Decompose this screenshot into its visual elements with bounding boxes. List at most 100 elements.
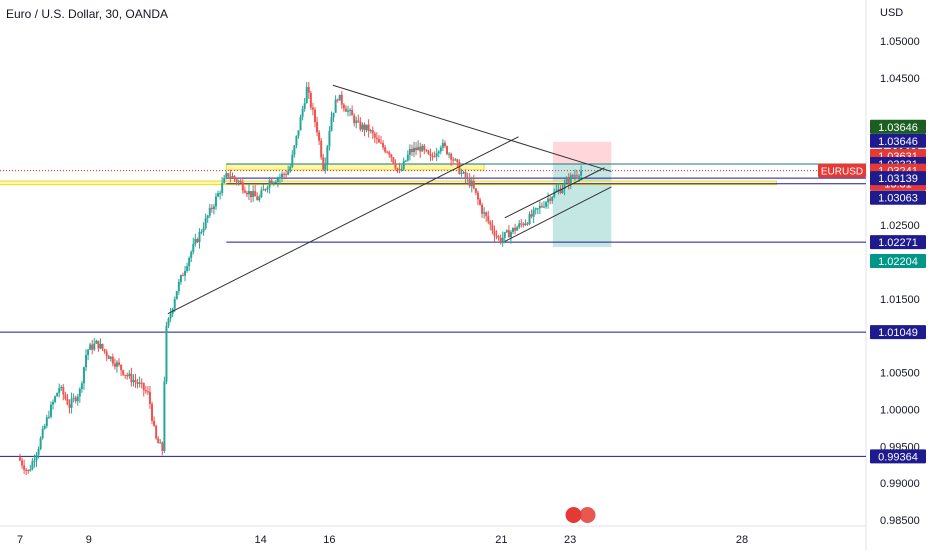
candle-body — [41, 428, 44, 439]
candle-body — [109, 356, 112, 359]
economic-event-flag-icon — [579, 507, 596, 523]
candle-body — [318, 132, 321, 141]
candle-body — [353, 115, 356, 124]
candle-body — [173, 299, 176, 309]
candle-body — [487, 216, 490, 222]
candle-body — [476, 192, 479, 200]
price-label-box — [870, 235, 926, 250]
candle-body — [146, 391, 149, 393]
candle-body — [377, 139, 380, 143]
candle-body — [19, 457, 21, 461]
candle-body — [448, 153, 451, 155]
candle-body — [262, 189, 265, 191]
candle-body — [394, 163, 397, 169]
candle-body — [93, 343, 96, 350]
economic-event-flag-icon — [565, 507, 582, 523]
y-tick-label: 1.00000 — [880, 404, 920, 416]
trendline — [504, 186, 612, 242]
candle-body — [303, 103, 306, 109]
candle-body — [274, 181, 277, 183]
candle-body — [441, 142, 444, 148]
candle-body — [456, 159, 459, 163]
candle-body — [305, 87, 308, 104]
candle-body — [419, 146, 422, 152]
candle-body — [371, 130, 374, 134]
trendline — [167, 136, 519, 315]
candle-body — [507, 230, 510, 238]
candle-body — [256, 196, 259, 201]
candle-body — [293, 145, 296, 155]
candle-body — [313, 109, 316, 123]
candle-body — [208, 207, 211, 216]
candle-body — [573, 175, 576, 177]
candle-body — [466, 177, 469, 179]
symbol-tag-label: EURUSD — [821, 167, 863, 178]
y-tick-label: 1.00500 — [880, 368, 920, 380]
candle-body — [359, 121, 362, 130]
candle-body — [415, 147, 418, 151]
y-tick-label: 0.98500 — [880, 515, 920, 527]
candle-body — [338, 94, 341, 101]
candle-body — [538, 205, 541, 209]
candle-body — [200, 231, 203, 233]
candle-body — [258, 197, 261, 201]
stop-loss-zone — [552, 141, 612, 165]
candle-body — [512, 227, 515, 232]
candle-body — [421, 145, 424, 152]
candle-body — [192, 243, 195, 252]
candle-body — [382, 143, 385, 148]
candle-body — [175, 291, 178, 300]
trendline — [504, 167, 605, 219]
candle-body — [25, 469, 28, 471]
price-label: 1.03646 — [878, 136, 918, 148]
candle-body — [417, 146, 420, 151]
candle-body — [76, 396, 79, 402]
price-label: 0.99364 — [878, 451, 918, 463]
candle-body — [287, 171, 290, 175]
candle-body — [250, 191, 253, 197]
candle-body — [433, 156, 436, 158]
price-label: 1.03139 — [878, 173, 918, 185]
candle-body — [320, 140, 323, 158]
candle-body — [130, 373, 133, 383]
candle-body — [326, 146, 329, 165]
candle-body — [402, 161, 405, 170]
candle-body — [233, 176, 236, 179]
candle-body — [542, 206, 545, 208]
candle-body — [64, 394, 67, 399]
candle-body — [503, 232, 506, 238]
candle-body — [153, 420, 156, 426]
candle-body — [499, 237, 502, 242]
candle-body — [340, 94, 343, 105]
candle-body — [404, 160, 407, 162]
candle-body — [334, 99, 337, 113]
candle-body — [243, 190, 246, 193]
y-tick-label: 1.02500 — [880, 220, 920, 232]
candle-body — [483, 212, 486, 214]
candle-body — [54, 396, 57, 402]
candle-body — [398, 169, 401, 171]
candle-body — [49, 404, 52, 417]
candle-body — [547, 198, 550, 203]
candle-body — [184, 270, 187, 276]
candle-body — [270, 180, 273, 184]
candle-body — [361, 124, 364, 130]
candle-body — [58, 388, 61, 393]
candle-body — [37, 449, 40, 455]
candle-body — [190, 251, 193, 258]
candle-body — [33, 460, 36, 462]
candle-body — [307, 87, 310, 93]
candle-body — [493, 230, 496, 236]
candle-body — [82, 367, 85, 384]
candle-body — [489, 221, 492, 225]
candle-body — [202, 228, 205, 232]
candle-body — [74, 397, 77, 402]
candle-body — [268, 180, 271, 188]
candle-body — [151, 404, 154, 421]
candle-body — [388, 152, 391, 155]
candle-body — [219, 193, 222, 195]
candle-body — [297, 130, 300, 136]
candle-body — [47, 416, 50, 418]
